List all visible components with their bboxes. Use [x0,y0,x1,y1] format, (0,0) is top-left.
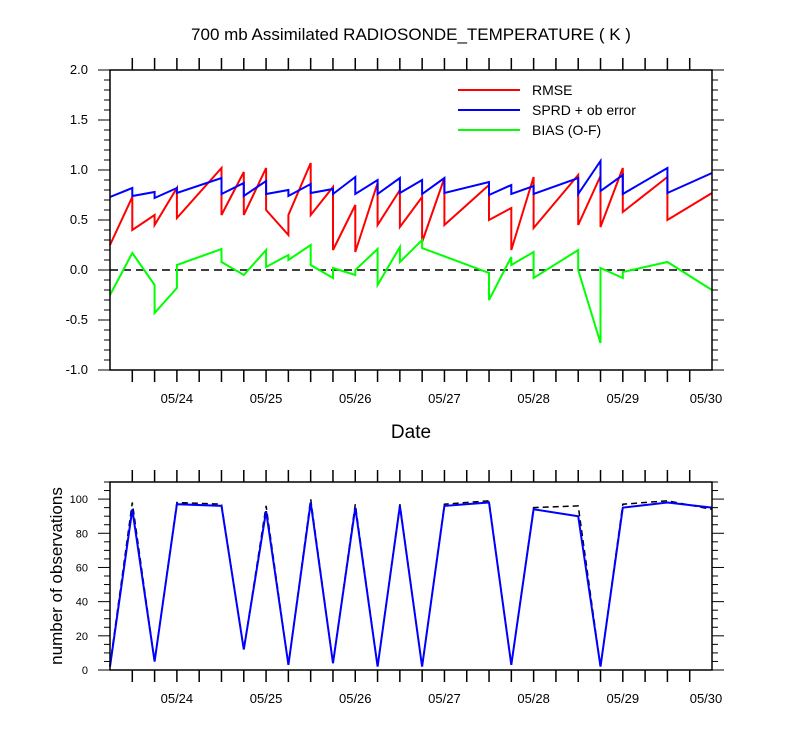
x-tick-label: 05/25 [250,691,283,706]
series-line-bias-o-f- [109,237,713,344]
x-tick-label: 05/26 [339,691,372,706]
x-tick-label: 05/29 [607,391,640,406]
y-tick-label: -1.0 [66,362,88,377]
y-tick-label: -0.5 [66,312,88,327]
x-tick-label: 05/30 [690,391,723,406]
plot-frame [109,69,713,371]
legend-label: BIAS (O-F) [532,122,601,138]
y-tick-label: 2.0 [70,62,88,77]
legend-label: RMSE [532,82,572,98]
y-tick-label: 80 [76,528,88,540]
x-tick-label: 05/28 [517,691,550,706]
x-tick-label: 05/26 [339,391,372,406]
x-tick-label: 05/29 [607,691,640,706]
x-tick-label: 05/30 [690,691,723,706]
y-axis-label: number of observations [47,487,66,665]
series-line-possible [109,498,713,667]
y-tick-label: 0 [82,665,88,677]
x-tick-label: 05/25 [250,391,283,406]
y-tick-label: 20 [76,631,88,643]
series-line-used [109,501,713,667]
y-tick-label: 1.5 [70,112,88,127]
series-line-sprd-ob-error [109,157,713,200]
legend-label: SPRD + ob error [532,102,636,118]
x-tick-label: 05/27 [428,391,461,406]
plot-frame [109,481,713,671]
series-line-rmse [109,162,713,253]
y-tick-label: 60 [76,562,88,574]
chart-title: 700 mb Assimilated RADIOSONDE_TEMPERATUR… [191,25,631,44]
x-tick-label: 05/24 [161,691,194,706]
y-tick-label: 0.0 [70,262,88,277]
y-tick-label: 40 [76,597,88,609]
x-tick-label: 05/24 [161,391,194,406]
y-tick-label: 100 [70,494,88,506]
y-tick-label: 0.5 [70,212,88,227]
y-tick-label: 1.0 [70,162,88,177]
x-tick-label: 05/28 [517,391,550,406]
x-axis-label: Date [391,422,431,443]
x-tick-label: 05/27 [428,691,461,706]
